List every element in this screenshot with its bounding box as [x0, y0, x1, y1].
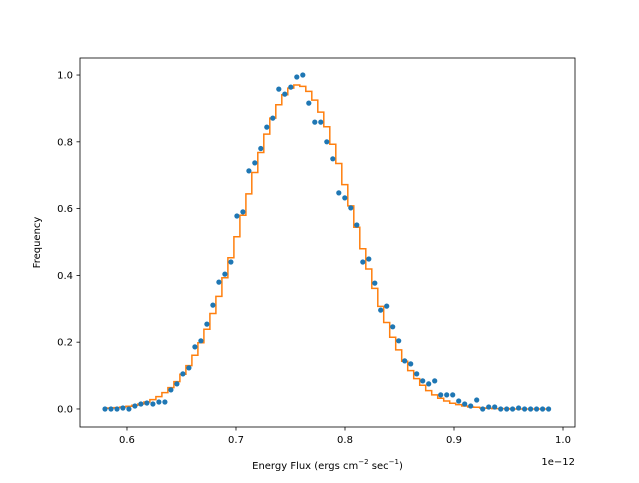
data-point: [438, 392, 444, 398]
y-tick-label: 1.0: [57, 71, 73, 82]
data-point: [498, 406, 504, 412]
ticks: 0.6 0.7 0.8 0.9 1.0 0.0 0.2 0.4 0.6 0.8 1.0: [57, 71, 571, 446]
data-point: [360, 259, 366, 265]
x-tick-label: 0.8: [337, 435, 353, 446]
data-point: [480, 406, 486, 412]
data-point: [114, 406, 120, 412]
data-point: [420, 378, 426, 384]
x-tick-label: 0.9: [446, 435, 462, 446]
data-point: [270, 115, 276, 121]
data-point: [216, 279, 222, 285]
data-point: [408, 361, 414, 367]
data-point: [324, 139, 330, 145]
y-tick-label: 0.4: [57, 271, 73, 282]
data-point: [366, 256, 372, 262]
y-tick-label: 0.8: [57, 137, 73, 148]
data-point: [138, 401, 144, 407]
data-point: [384, 303, 390, 309]
data-point: [509, 406, 516, 412]
x-axis-label: Energy Flux (ergs cm−2 sec−1): [252, 458, 403, 472]
data-point: [426, 381, 432, 387]
y-tick-label: 0.6: [57, 204, 73, 215]
data-point: [444, 392, 450, 398]
data-point: [228, 259, 234, 265]
data-point: [378, 307, 384, 313]
data-point: [432, 378, 438, 384]
data-point: [528, 406, 534, 412]
data-point: [144, 400, 150, 406]
data-point: [294, 74, 300, 80]
data-point: [348, 205, 354, 211]
data-point: [456, 398, 462, 404]
data-point: [246, 168, 252, 174]
data-point: [198, 338, 204, 344]
data-point: [132, 403, 138, 409]
data-point: [516, 405, 522, 411]
data-point: [288, 84, 294, 90]
data-point: [390, 324, 396, 330]
axes-frame: [79, 57, 576, 428]
data-point: [330, 156, 336, 162]
data-point: [522, 406, 528, 412]
data-point: [414, 371, 420, 377]
data-point: [276, 86, 282, 92]
data-point: [306, 100, 312, 106]
data-point: [156, 399, 162, 405]
data-point: [546, 406, 552, 412]
data-point: [402, 358, 408, 364]
data-point: [210, 302, 216, 308]
data-point: [336, 190, 342, 196]
data-point: [342, 195, 348, 201]
data-point: [468, 403, 474, 409]
data-point: [204, 321, 210, 327]
model-step-line: [105, 84, 549, 410]
y-tick-label: 0.0: [57, 404, 73, 415]
data-point: [312, 119, 318, 125]
data-point: [258, 145, 264, 152]
data-point: [300, 72, 306, 78]
data-point: [492, 404, 498, 410]
data-point: [162, 399, 168, 405]
data-point: [174, 381, 180, 387]
data-point: [168, 387, 174, 393]
data-point: [234, 213, 240, 219]
x-tick-label: 0.6: [119, 435, 135, 446]
data-point: [222, 271, 228, 277]
data-point: [486, 404, 492, 410]
data-point: [540, 406, 546, 412]
data-point: [192, 344, 198, 350]
data-point: [252, 160, 258, 166]
data-point: [180, 371, 186, 377]
x-offset-text: 1e−12: [541, 457, 575, 468]
data-point: [372, 280, 378, 286]
y-tick-label: 0.2: [57, 338, 73, 349]
data-point: [474, 397, 480, 403]
data-point: [150, 401, 156, 407]
data-point: [450, 392, 456, 398]
data-point: [120, 405, 126, 411]
x-tick-label: 1.0: [555, 435, 571, 446]
data-point: [396, 338, 402, 344]
x-tick-label: 0.7: [228, 435, 244, 446]
plot-marks: [102, 72, 552, 412]
data-point: [354, 222, 360, 228]
data-point: [504, 406, 510, 412]
data-point: [534, 406, 540, 412]
data-point: [186, 365, 192, 371]
data-point: [462, 401, 468, 407]
data-point: [102, 406, 108, 412]
data-point: [108, 406, 114, 412]
data-point: [240, 209, 246, 215]
y-axis-label: Frequency: [32, 217, 43, 269]
data-point: [318, 119, 324, 125]
data-point: [264, 124, 270, 130]
data-point: [126, 406, 132, 412]
data-point: [282, 91, 288, 97]
